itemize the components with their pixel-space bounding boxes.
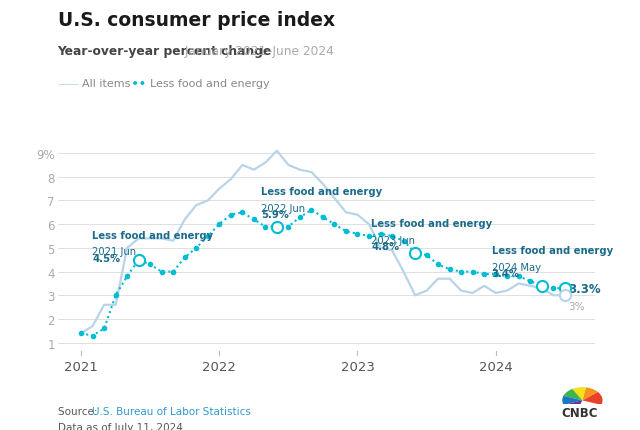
Text: Less food and energy: Less food and energy [260, 186, 382, 197]
Text: 4.5%: 4.5% [92, 253, 120, 263]
Text: Less food and energy: Less food and energy [492, 246, 612, 255]
Text: All items: All items [82, 79, 131, 89]
Text: Less food and energy: Less food and energy [150, 79, 270, 89]
Text: 3.3%: 3.3% [568, 282, 601, 295]
Text: 4.8%: 4.8% [371, 242, 399, 252]
Text: 2021 Jun: 2021 Jun [92, 247, 136, 257]
Text: 2024 May: 2024 May [492, 262, 541, 272]
Text: 2023 Jun: 2023 Jun [371, 235, 415, 245]
Wedge shape [582, 392, 602, 405]
Text: U.S. Bureau of Labor Statistics: U.S. Bureau of Labor Statistics [92, 406, 251, 416]
Wedge shape [563, 389, 582, 400]
Text: 5.9%: 5.9% [260, 209, 289, 220]
Wedge shape [563, 400, 582, 413]
Text: ••: •• [131, 77, 148, 91]
Text: CNBC: CNBC [561, 406, 598, 419]
Wedge shape [572, 387, 586, 400]
Text: 3%: 3% [568, 301, 585, 311]
Text: Data as of July 11, 2024: Data as of July 11, 2024 [58, 422, 182, 430]
Text: January 2021–June 2024: January 2021–June 2024 [181, 45, 334, 58]
Text: 3.4%: 3.4% [492, 269, 520, 279]
Text: 2022 Jun: 2022 Jun [260, 203, 305, 213]
Text: Less food and energy: Less food and energy [92, 230, 213, 240]
Text: U.S. consumer price index: U.S. consumer price index [58, 11, 335, 30]
Text: ——: —— [58, 79, 80, 89]
Wedge shape [563, 396, 582, 405]
Text: Year-over-year percent change: Year-over-year percent change [58, 45, 272, 58]
Wedge shape [582, 387, 598, 400]
Text: Less food and energy: Less food and energy [371, 218, 492, 228]
Text: Source:: Source: [58, 406, 100, 416]
